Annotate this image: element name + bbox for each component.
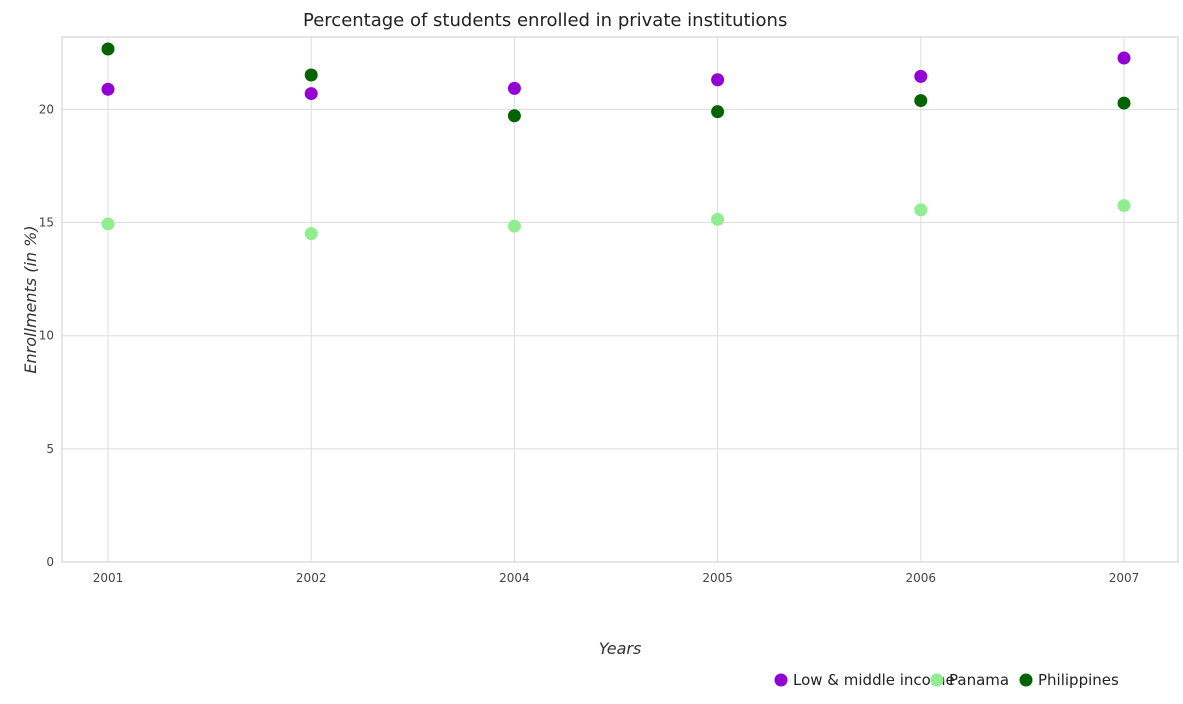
point-low-middle-income [711,73,725,87]
point-philippines [1117,96,1131,110]
point-panama [914,203,928,217]
legend-label-low-middle-income: Low & middle income [793,671,955,689]
y-tick-label: 10 [39,329,54,343]
point-panama [101,217,115,231]
point-panama [304,227,318,241]
point-low-middle-income [507,81,521,95]
point-philippines [914,94,928,108]
legend-label-panama: Panama [949,671,1009,689]
point-low-middle-income [914,69,928,83]
grid-layer [62,37,1178,563]
point-panama [711,212,725,226]
x-tick-label: 2002 [296,571,327,585]
chart-title: Percentage of students enrolled in priva… [303,10,787,31]
point-philippines [711,105,725,119]
y-tick-label: 15 [39,216,54,230]
y-tick-layer: 0 5 10 15 20 [39,102,54,569]
plot-frame [61,36,1179,563]
point-philippines [304,68,318,82]
y-tick-label: 5 [46,442,54,456]
x-axis-label: Years [599,639,642,658]
legend-marker-philippines [1019,673,1033,687]
point-low-middle-income [101,82,115,96]
x-tick-layer: 2001 2002 2004 2005 2006 2007 [93,571,1140,585]
legend-marker-panama [930,673,944,687]
y-tick-label: 0 [46,555,54,569]
x-tick-label: 2007 [1109,571,1140,585]
y-axis-label: Enrollments (in %) [21,225,40,373]
legend-label-philippines: Philippines [1038,671,1119,689]
x-tick-label: 2005 [702,571,733,585]
points-layer [101,42,1131,241]
point-low-middle-income [1117,51,1131,65]
point-low-middle-income [304,87,318,101]
x-tick-label: 2004 [499,571,530,585]
legend-marker-low-middle-income [774,673,788,687]
y-tick-label: 20 [39,102,54,116]
point-philippines [101,42,115,56]
point-panama [507,219,521,233]
point-philippines [507,109,521,123]
x-tick-label: 2006 [906,571,937,585]
point-panama [1117,199,1131,213]
x-tick-label: 2001 [93,571,124,585]
